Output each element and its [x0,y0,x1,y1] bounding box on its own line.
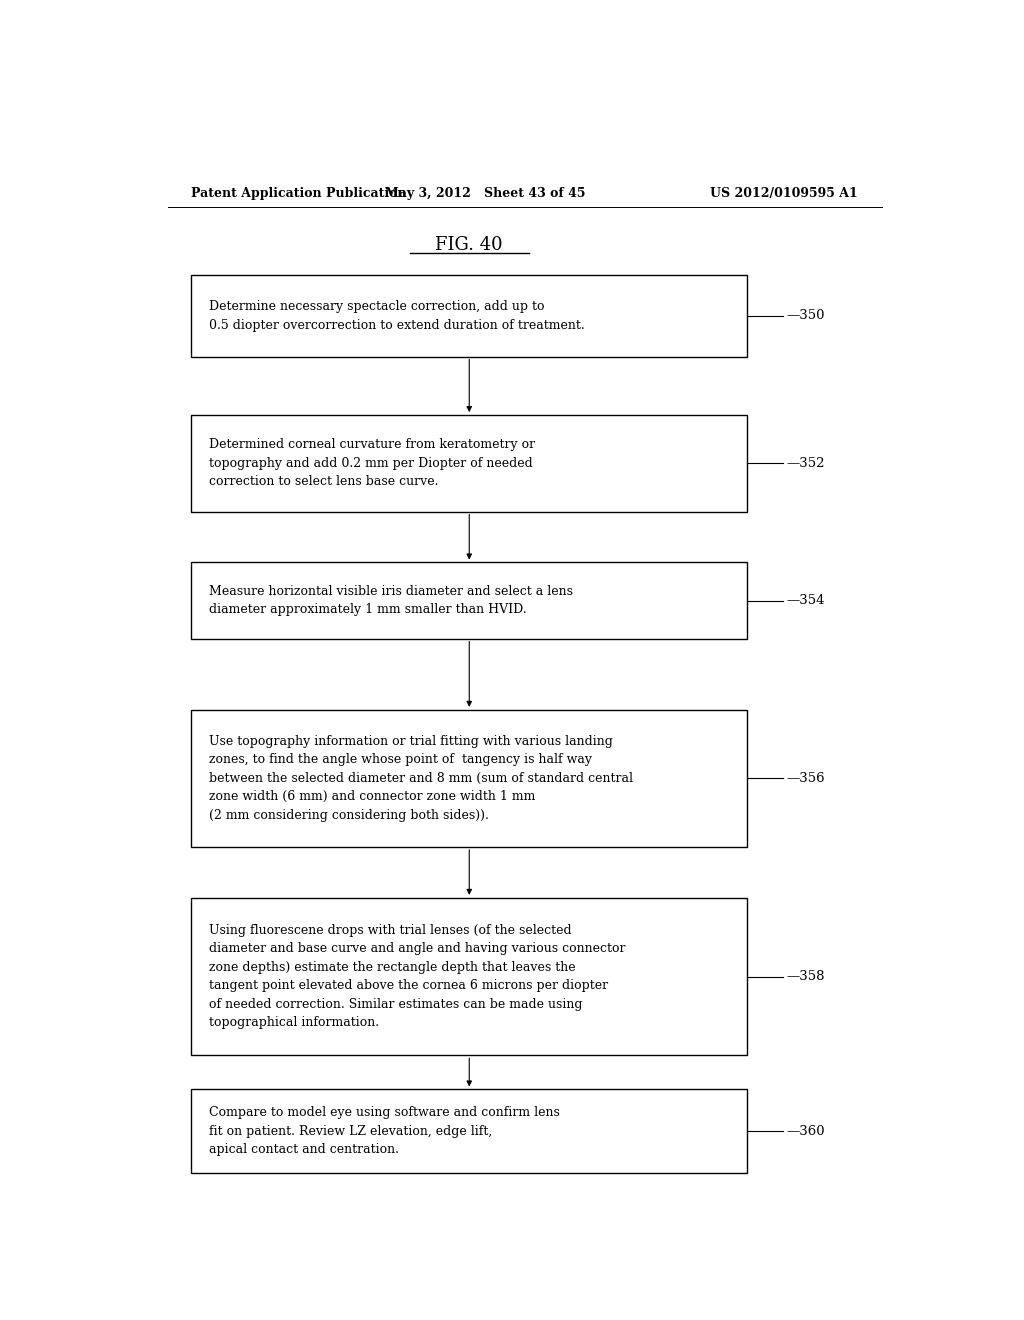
Bar [191,562,748,639]
Text: —352: —352 [786,457,825,470]
Bar [191,414,748,512]
Text: —350: —350 [786,309,825,322]
Bar [191,276,748,356]
Text: —356: —356 [786,772,825,785]
Bar [191,710,748,847]
Text: FIG. 40: FIG. 40 [435,236,503,253]
Text: Determine necessary spectacle correction, add up to
0.5 diopter overcorrection t: Determine necessary spectacle correction… [209,300,585,331]
Text: —358: —358 [786,970,825,983]
Text: US 2012/0109595 A1: US 2012/0109595 A1 [711,187,858,201]
Text: Use topography information or trial fitting with various landing
zones, to find : Use topography information or trial fitt… [209,735,633,822]
Text: Measure horizontal visible iris diameter and select a lens
diameter approximatel: Measure horizontal visible iris diameter… [209,585,573,616]
Text: Using fluorescene drops with trial lenses (of the selected
diameter and base cur: Using fluorescene drops with trial lense… [209,924,626,1030]
Text: Determined corneal curvature from keratometry or
topography and add 0.2 mm per D: Determined corneal curvature from kerato… [209,438,536,488]
Bar [191,1089,748,1172]
Text: —360: —360 [786,1125,825,1138]
Text: May 3, 2012   Sheet 43 of 45: May 3, 2012 Sheet 43 of 45 [385,187,586,201]
Text: Patent Application Publication: Patent Application Publication [191,187,407,201]
Text: —354: —354 [786,594,825,607]
Bar [191,898,748,1056]
Text: Compare to model eye using software and confirm lens
fit on patient. Review LZ e: Compare to model eye using software and … [209,1106,560,1156]
